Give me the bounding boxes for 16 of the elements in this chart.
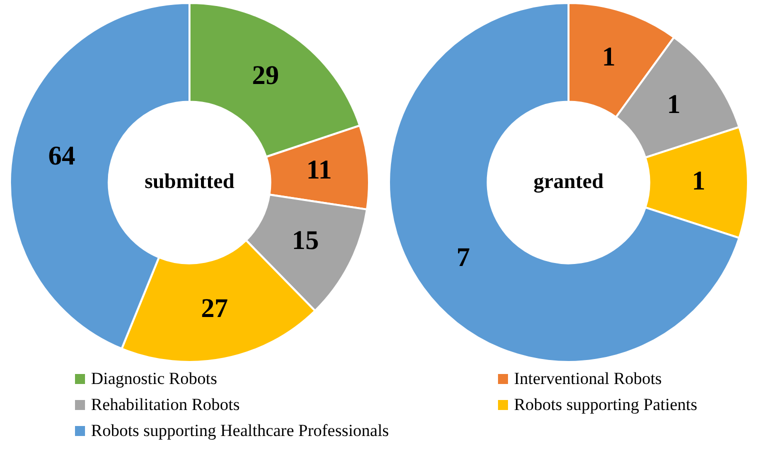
slice-label: granted (534, 168, 604, 193)
legend-label: Diagnostic Robots (91, 369, 218, 389)
legend-label: Rehabilitation Robots (91, 395, 240, 415)
data-label: 64 (48, 140, 76, 170)
data-label: 11 (306, 154, 332, 184)
slice-label: submitted (144, 168, 235, 193)
data-label: 1 (667, 88, 681, 119)
legend-label: Interventional Robots (514, 369, 662, 389)
data-label: 1 (602, 42, 616, 72)
legend-label: Robots supporting Patients (514, 395, 698, 415)
data-label: 29 (252, 60, 280, 90)
legend-label: Robots supporting Healthcare Professionals (91, 421, 389, 441)
data-label: 27 (201, 293, 228, 324)
data-label: 1 (692, 165, 706, 196)
data-label: 7 (456, 242, 470, 272)
data-label: 15 (292, 224, 319, 255)
